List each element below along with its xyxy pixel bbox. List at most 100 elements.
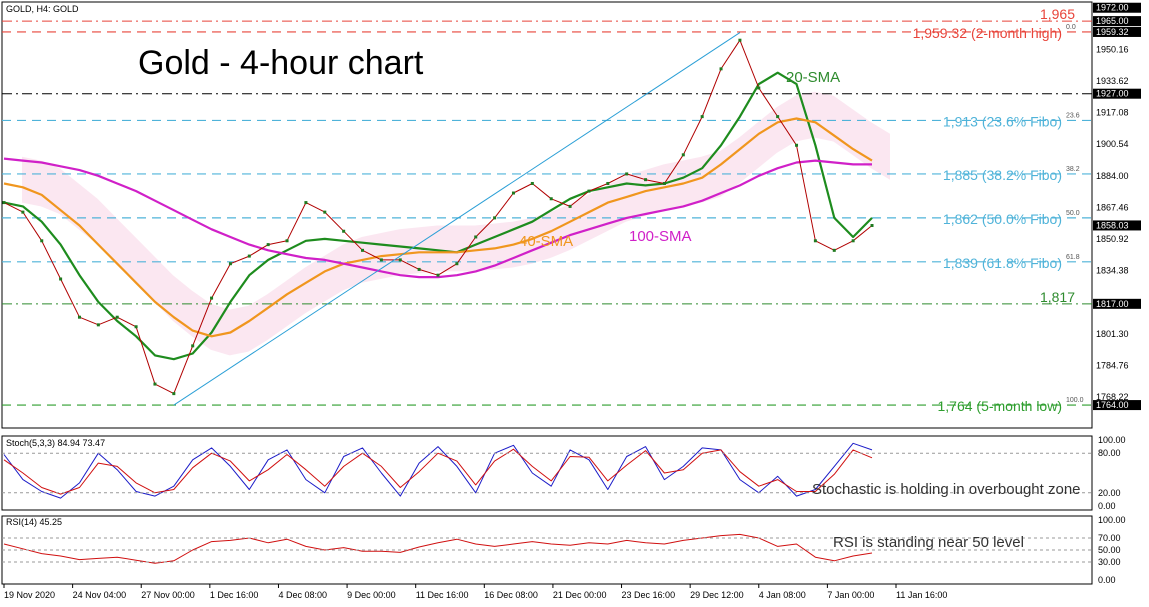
stoch-tick-label: 80.00 xyxy=(1098,448,1121,458)
price-highlight-label: 1972.00 xyxy=(1096,3,1129,13)
fibo-ratio-label: 50.0 xyxy=(1066,210,1080,217)
x-tick-label: 11 Dec 16:00 xyxy=(416,590,469,600)
x-tick-label: 7 Jan 00:00 xyxy=(827,590,874,600)
close-point xyxy=(304,201,308,205)
close-point xyxy=(776,115,780,119)
close-point xyxy=(96,323,100,327)
stoch-annotation: Stochastic is holding in overbought zone xyxy=(812,481,1081,498)
x-tick-label: 27 Nov 00:00 xyxy=(141,590,195,600)
price-highlight-label: 1927.00 xyxy=(1096,89,1129,99)
price-highlight-box xyxy=(1093,16,1141,27)
fibo-ratio-label: 38.2 xyxy=(1066,166,1080,173)
close-point xyxy=(40,239,44,243)
price-tick-label: 1867.46 xyxy=(1096,202,1129,212)
price-highlight-label: 1959.32 xyxy=(1096,27,1129,37)
panel-frames xyxy=(1,1,1093,585)
stoch-k xyxy=(3,442,873,499)
x-tick-label: 11 Jan 16:00 xyxy=(896,590,947,600)
close-point xyxy=(172,392,176,396)
close-point xyxy=(228,262,232,266)
price-tick-label: 1834.38 xyxy=(1096,266,1129,276)
level-annotation: 1,965 xyxy=(1040,6,1075,22)
x-tick-label: 24 Nov 04:00 xyxy=(73,590,127,600)
close-point xyxy=(77,315,81,319)
close-point xyxy=(511,191,515,195)
price-highlight-label: 1817.00 xyxy=(1096,299,1129,309)
close-point xyxy=(644,178,648,182)
x-tick-label: 23 Dec 16:00 xyxy=(622,590,676,600)
close-point xyxy=(757,86,761,90)
close-point xyxy=(115,315,119,319)
close-point xyxy=(285,239,289,243)
stoch-panel xyxy=(1,435,1093,511)
series-100-sma xyxy=(3,157,872,279)
fibo-annotation: 1,959.32 (2-month high) xyxy=(913,25,1062,41)
close-point xyxy=(21,210,25,214)
fibo-annotation: 1,913 (23.6% Fibo) xyxy=(943,113,1062,129)
rsi-tick-label: 70.00 xyxy=(1098,533,1121,543)
price-tick-label: 1784.76 xyxy=(1096,360,1129,370)
x-tick-label: 16 Dec 08:00 xyxy=(484,590,538,600)
series-20-sma xyxy=(3,71,873,361)
price-series xyxy=(2,32,1092,564)
close-point xyxy=(795,143,799,147)
stoch-d xyxy=(3,448,873,495)
close-point xyxy=(59,277,63,281)
fibo-ratio-label: 100.0 xyxy=(1066,397,1084,404)
price-highlight-box xyxy=(1093,400,1141,411)
x-tick-label: 1 Dec 16:00 xyxy=(210,590,259,600)
close-point xyxy=(738,38,742,42)
close-point xyxy=(247,254,251,258)
close-point xyxy=(719,67,723,71)
horizontal-levels: 0.0 1,959.32 (2-month high) 23.6 1,913 (23.… xyxy=(2,6,1092,414)
price-tick-label: 1900.54 xyxy=(1096,139,1129,149)
fibo-ratio-label: 23.6 xyxy=(1066,112,1080,119)
symbol-label: GOLD, H4: GOLD xyxy=(6,4,79,14)
x-tick-label: 4 Jan 08:00 xyxy=(759,590,806,600)
close-point xyxy=(606,181,610,185)
fibo-annotation: 1,885 (38.2% Fibo) xyxy=(943,167,1062,183)
rsi-tick-label: 30.00 xyxy=(1098,557,1121,567)
x-axis: 19 Nov 2020 24 Nov 04:00 27 Nov 00:00 1 Dec… xyxy=(3,584,947,600)
price-highlight-box xyxy=(1093,88,1141,99)
close-point xyxy=(662,181,666,185)
price-tick-label: 1917.08 xyxy=(1096,108,1129,118)
fibo-ratio-label: 61.8 xyxy=(1066,254,1080,261)
price-highlight-label: 1858.03 xyxy=(1096,220,1129,230)
fibo-ratio-label: 0.0 xyxy=(1066,24,1076,31)
price-highlight-box xyxy=(1093,26,1141,37)
price-highlight-label: 1965.00 xyxy=(1096,16,1129,26)
stoch-tick-label: 0.00 xyxy=(1098,501,1116,511)
close-point xyxy=(474,235,478,239)
price-tick-label: 1933.62 xyxy=(1096,76,1129,86)
x-tick-label: 4 Dec 08:00 xyxy=(278,590,327,600)
price-tick-label: 1950.16 xyxy=(1096,44,1129,54)
close-point xyxy=(417,267,421,271)
close-point xyxy=(323,210,327,214)
fibo-annotation: 1,862 (50.0% Fibo) xyxy=(943,211,1062,227)
rsi-label: RSI(14) 45.25 xyxy=(6,517,62,527)
fibo-annotation: 1,764 (5-month low) xyxy=(937,398,1062,414)
price-tick-label: 1801.30 xyxy=(1096,329,1129,339)
close-point xyxy=(398,258,402,262)
close-point xyxy=(361,248,365,252)
price-highlight-box xyxy=(1093,298,1141,309)
close-point xyxy=(266,243,270,247)
close-point xyxy=(379,258,383,262)
close-point xyxy=(700,115,704,119)
close-point xyxy=(625,172,629,176)
close-point xyxy=(813,239,817,243)
stoch-tick-label: 20.00 xyxy=(1098,488,1121,498)
close-point xyxy=(455,262,459,266)
close-point xyxy=(493,216,497,220)
trend-line xyxy=(173,32,741,406)
price-tick-label: 1884.00 xyxy=(1096,171,1129,181)
price-tick-label: 1768.22 xyxy=(1096,392,1129,402)
price-panel xyxy=(1,1,1093,429)
stoch-label: Stoch(5,3,3) 84.94 73.47 xyxy=(6,438,105,448)
close-point xyxy=(134,325,138,329)
close-point xyxy=(851,239,855,243)
close-point xyxy=(191,344,195,348)
close-point xyxy=(530,181,534,185)
